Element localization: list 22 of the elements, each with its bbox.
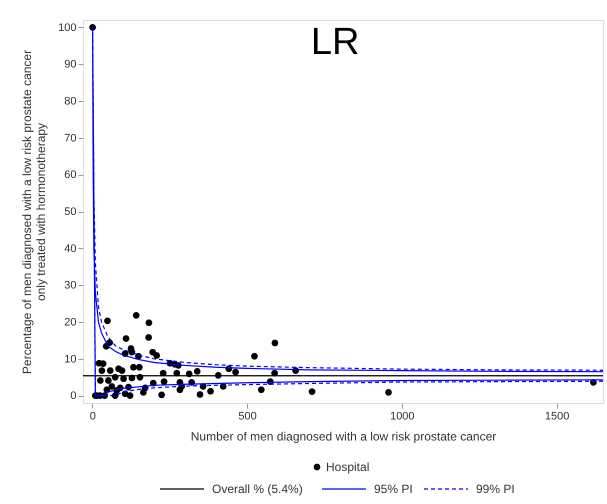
y-tick-label: 30 xyxy=(64,280,76,292)
y-tick-label: 20 xyxy=(64,316,76,328)
y-tick-label: 90 xyxy=(64,58,76,71)
y-axis-title: Percentage of men diagnosed with a low risk prostate cancer only treated with hormonotherapy xyxy=(20,50,48,374)
chart-title: LR xyxy=(310,20,360,63)
x-tick-label: 1000 xyxy=(390,410,415,422)
x-tick-label: 0 xyxy=(90,410,96,422)
y-tick-label: 0 xyxy=(70,390,76,402)
y-tick-label: 50 xyxy=(64,206,76,218)
legend-label: Hospital xyxy=(326,460,370,474)
y-tick-label: 70 xyxy=(64,132,76,144)
legend-label: 99% PI xyxy=(476,482,515,496)
y-tick-label: 80 xyxy=(64,96,76,108)
x-tick-label: 500 xyxy=(238,410,257,422)
y-tick-label: 10 xyxy=(64,353,76,366)
x-axis-title: Number of men diagnosed with a low risk prostate cancer xyxy=(190,430,496,444)
y-tick-label: 40 xyxy=(64,242,76,255)
x-tick-label: 1500 xyxy=(544,410,570,422)
y-tick-label: 100 xyxy=(58,22,76,34)
legend-label: 95% PI xyxy=(374,482,413,496)
y-tick-label: 60 xyxy=(64,169,76,182)
legend-label: Overall % (5.4%) xyxy=(212,482,303,496)
